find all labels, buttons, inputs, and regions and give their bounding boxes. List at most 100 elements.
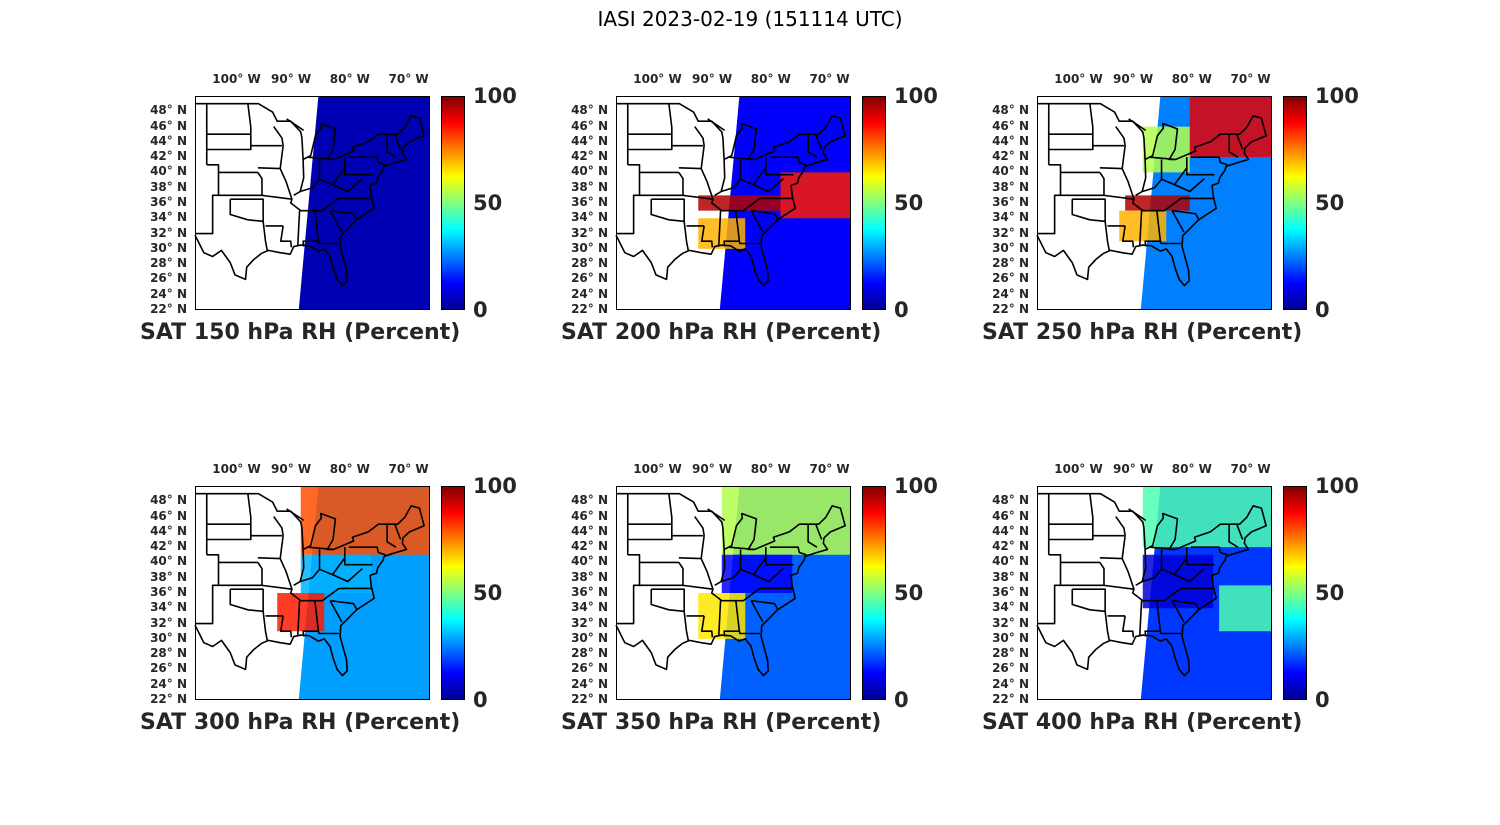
state-border bbox=[738, 241, 760, 245]
state-border bbox=[1141, 557, 1188, 583]
lat-tick-label: 40° N bbox=[150, 164, 187, 179]
lat-tick-label: 40° N bbox=[571, 554, 608, 569]
state-border bbox=[1236, 523, 1244, 540]
state-border bbox=[769, 156, 807, 166]
lon-tick-label: 100° W bbox=[212, 72, 261, 86]
lat-tick-label: 28° N bbox=[571, 646, 608, 661]
state-border bbox=[329, 210, 343, 233]
state-border bbox=[627, 493, 673, 541]
map-panel-300: 100° W 90° W 80° W 70° W 48° N 46° N 44° N 42° … bbox=[140, 462, 615, 786]
lat-tick-label: 48° N bbox=[150, 493, 187, 508]
lat-tick-label: 26° N bbox=[571, 271, 608, 286]
state-border bbox=[683, 611, 690, 641]
colorbar-tick-label: 50 bbox=[473, 191, 503, 215]
colorbar-tick-label: 0 bbox=[1315, 688, 1330, 712]
colorbar-tick-label: 100 bbox=[473, 84, 517, 108]
state-border bbox=[332, 567, 363, 583]
lon-tick-label: 70° W bbox=[388, 72, 429, 86]
colorbar bbox=[1283, 486, 1307, 700]
lat-tick-label: 32° N bbox=[571, 225, 608, 240]
lon-tick-label: 70° W bbox=[1230, 462, 1271, 476]
lat-tick-label: 42° N bbox=[992, 539, 1029, 554]
state-border bbox=[218, 171, 263, 197]
state-border bbox=[1236, 133, 1244, 150]
state-border bbox=[302, 600, 320, 637]
colorbar-tick-label: 50 bbox=[894, 581, 924, 605]
state-border bbox=[297, 600, 301, 636]
colorbar-tick-label: 50 bbox=[894, 191, 924, 215]
state-border bbox=[1128, 118, 1147, 132]
colorbar bbox=[862, 486, 886, 700]
lon-tick-label: 70° W bbox=[809, 72, 850, 86]
lon-tick-label: 100° W bbox=[212, 462, 261, 476]
lon-tick-label: 80° W bbox=[1171, 462, 1212, 476]
lat-tick-label: 24° N bbox=[992, 676, 1029, 691]
lat-tick-label: 42° N bbox=[571, 149, 608, 164]
lat-tick-label: 32° N bbox=[992, 225, 1029, 240]
lat-tick-label: 40° N bbox=[571, 164, 608, 179]
lat-tick-label: 28° N bbox=[571, 256, 608, 271]
state-border bbox=[1071, 588, 1106, 613]
state-border bbox=[262, 611, 269, 641]
state-border bbox=[1121, 225, 1135, 248]
lat-tick-label: 24° N bbox=[992, 286, 1029, 301]
lat-tick-label: 46° N bbox=[571, 118, 608, 133]
state-border bbox=[261, 584, 373, 602]
state-border bbox=[330, 599, 358, 610]
lat-tick-label: 36° N bbox=[571, 195, 608, 209]
map-panel-150: 100° W 90° W 80° W 70° W 48° N 46° N 44° N 42° … bbox=[140, 72, 615, 396]
state-border bbox=[694, 516, 705, 559]
state-border bbox=[1115, 126, 1126, 169]
panel-title: SAT 350 hPa RH (Percent) bbox=[561, 710, 882, 735]
state-border bbox=[707, 508, 726, 522]
lat-tick-label: 22° N bbox=[571, 302, 608, 316]
state-border bbox=[293, 159, 305, 197]
state-border bbox=[317, 631, 339, 635]
lat-tick-label: 34° N bbox=[992, 600, 1029, 615]
state-border bbox=[1186, 157, 1215, 176]
state-border bbox=[1115, 516, 1126, 559]
state-border bbox=[714, 159, 726, 197]
state-border bbox=[700, 615, 714, 638]
rh-region bbox=[1119, 210, 1167, 242]
state-border bbox=[1139, 210, 1143, 246]
rh-region bbox=[300, 554, 372, 593]
lat-tick-label: 46° N bbox=[571, 508, 608, 523]
state-border bbox=[753, 567, 784, 583]
coastline bbox=[615, 492, 846, 677]
coastline bbox=[1036, 102, 1267, 287]
lat-tick-label: 24° N bbox=[571, 286, 608, 301]
lon-tick-label: 90° W bbox=[1113, 462, 1154, 476]
lat-tick-label: 26° N bbox=[571, 661, 608, 676]
lon-tick-label: 80° W bbox=[1171, 72, 1212, 86]
map-panel-400: 100° W 90° W 80° W 70° W 48° N 46° N 44° N 42° … bbox=[982, 462, 1457, 786]
state-border bbox=[329, 600, 343, 623]
lat-tick-label: 26° N bbox=[150, 271, 187, 286]
lat-tick-label: 34° N bbox=[150, 600, 187, 615]
state-border bbox=[1159, 631, 1181, 635]
coastline bbox=[615, 102, 846, 287]
lon-tick-label: 80° W bbox=[750, 72, 791, 86]
state-border bbox=[700, 225, 714, 248]
state-border bbox=[738, 631, 760, 635]
lat-tick-label: 46° N bbox=[992, 118, 1029, 133]
map-axes bbox=[615, 486, 851, 700]
lat-tick-label: 46° N bbox=[150, 118, 187, 133]
lat-tick-label: 34° N bbox=[150, 210, 187, 225]
lon-tick-label: 90° W bbox=[1113, 72, 1154, 86]
state-border bbox=[1135, 159, 1147, 197]
lat-tick-label: 40° N bbox=[992, 554, 1029, 569]
lat-tick-label: 28° N bbox=[992, 256, 1029, 271]
state-border bbox=[386, 524, 397, 548]
state-border bbox=[728, 156, 755, 161]
rh-region bbox=[298, 96, 430, 310]
lon-tick-label: 80° W bbox=[329, 72, 370, 86]
state-border bbox=[753, 177, 784, 193]
lat-tick-label: 32° N bbox=[992, 615, 1029, 630]
rh-region bbox=[277, 593, 325, 632]
state-border bbox=[1172, 209, 1200, 220]
colorbar-tick-label: 100 bbox=[894, 84, 938, 108]
lat-tick-label: 48° N bbox=[571, 103, 608, 118]
lat-tick-label: 38° N bbox=[571, 179, 608, 194]
colorbar-tick-label: 100 bbox=[1315, 84, 1359, 108]
